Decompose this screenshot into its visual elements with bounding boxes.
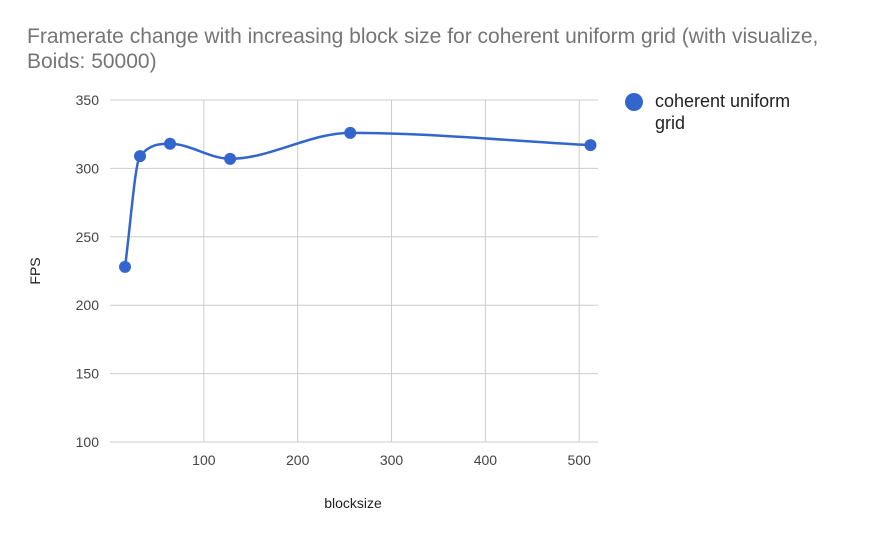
y-tick-label: 300 [76,160,100,176]
gridlines [110,99,598,443]
legend[interactable]: coherent uniform grid [625,90,845,134]
data-point[interactable] [119,260,132,273]
series-line [123,131,591,268]
data-point[interactable] [224,152,237,165]
legend-marker-icon [625,93,643,111]
data-point[interactable] [134,150,147,163]
x-tick-label: 200 [286,452,310,468]
x-tick-label: 500 [568,452,592,468]
y-tick-label: 150 [76,366,100,382]
legend-label: coherent uniform grid [655,91,791,133]
data-point[interactable] [164,137,177,150]
y-tick-label: 100 [76,434,100,450]
x-tick-label: 400 [474,452,498,468]
y-tick-label: 250 [76,229,100,245]
series-line-layer [123,131,591,268]
data-point[interactable] [344,126,357,139]
data-points [119,126,597,273]
tick-labels: 100 150 200 250 300 350 100 200 300 400 500 [76,92,591,468]
data-point[interactable] [584,139,597,152]
y-tick-label: 350 [76,92,100,108]
chart-title: Framerate change with increasing block s… [27,25,819,73]
x-tick-label: 300 [380,452,404,468]
x-axis-title: blocksize [324,495,382,511]
y-axis-title: FPS [27,257,43,284]
y-tick-label: 200 [76,297,100,313]
x-tick-label: 100 [192,452,216,468]
